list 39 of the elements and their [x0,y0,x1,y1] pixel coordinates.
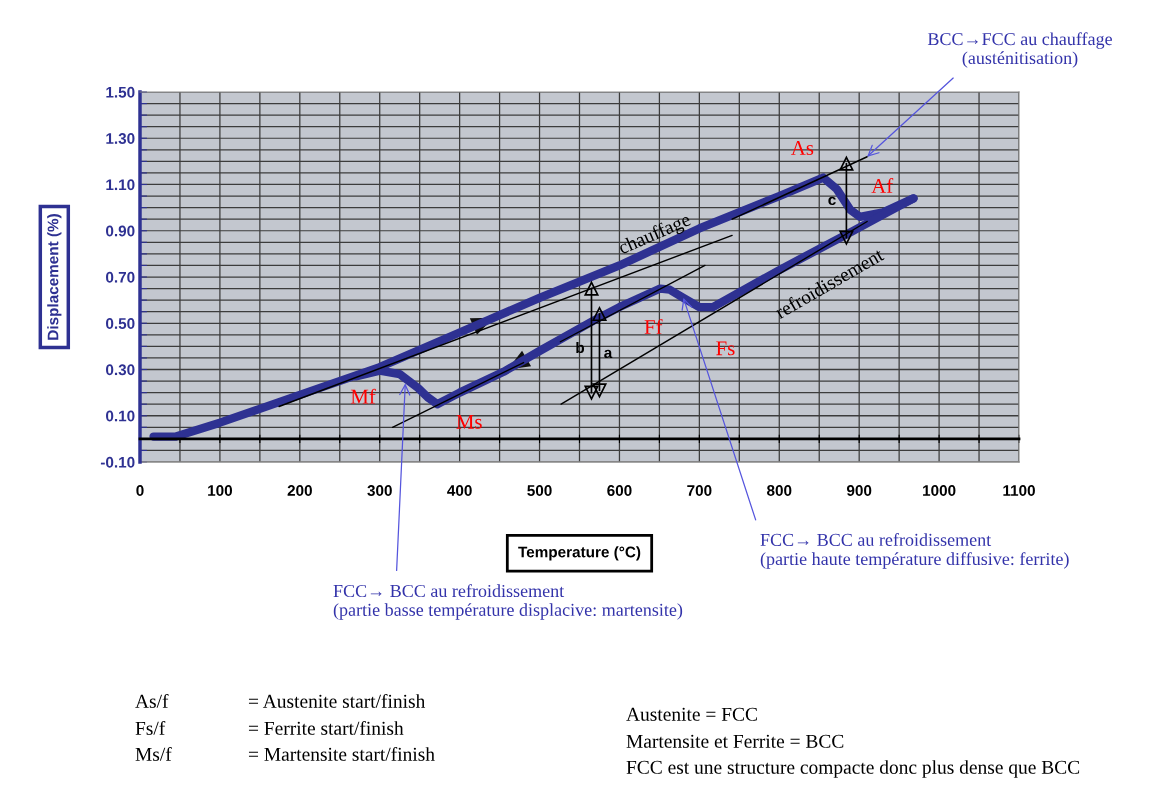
x-tick-label: 1100 [1003,485,1035,496]
x-tick-label: 600 [607,485,632,496]
x-tick-label: 500 [527,485,552,496]
text: Austenite = FCC [626,707,757,721]
text: As/f [135,693,169,708]
text: Martensite et Ferrite = BCC [626,734,844,748]
y-tick-label: 1.30 [106,133,135,144]
text: Fs/f [135,720,166,735]
annotation: FCC→ BCC au refroidissement (partie haute température diffusive: ferrite) [760,533,1069,569]
y-tick-label: 0.50 [106,318,135,329]
annotation: As [791,141,814,155]
x-tick-label: 100 [208,485,233,496]
text: FCC est une structure compacte donc plus dense que BCC [626,760,1080,778]
text: = Austenite start/finish [248,693,426,708]
x-tick-label: 400 [447,485,472,496]
x-tick-label: 300 [367,485,392,496]
x-axis-title: Temperature (°C) [518,546,641,561]
y-tick-label: 1.50 [106,86,135,98]
y-tick-label: -0.10 [100,456,135,468]
y-tick-label: 0.10 [106,410,135,422]
y-tick-label: 1.10 [106,179,135,191]
y-tick-label: 0.90 [106,225,135,237]
text: = Martensite start/finish [248,746,435,761]
x-tick-label: 800 [767,485,792,496]
x-tick-label: 1000 [923,485,956,496]
y-tick-label: 0.30 [106,364,135,376]
text: Ms/f [135,746,172,761]
x-tick-label: 700 [687,485,712,496]
y-axis-title: Displacement (%) [47,214,62,340]
annotation: a [604,349,613,359]
text: = Ferrite start/finish [248,720,404,735]
annotation: FCC→ BCC au refroidissement (partie basse température displacive: martensite) [333,584,683,620]
annotation: Mf [350,388,376,404]
x-tick-label: 900 [846,485,872,496]
y-tick-label: 0.70 [106,271,135,283]
annotation: c [828,196,836,206]
annotation: BCC→FCC au chauffage (austénitisation) [927,32,1112,68]
x-tick-label: 200 [287,485,312,496]
x-tick-label: 0 [136,485,144,496]
